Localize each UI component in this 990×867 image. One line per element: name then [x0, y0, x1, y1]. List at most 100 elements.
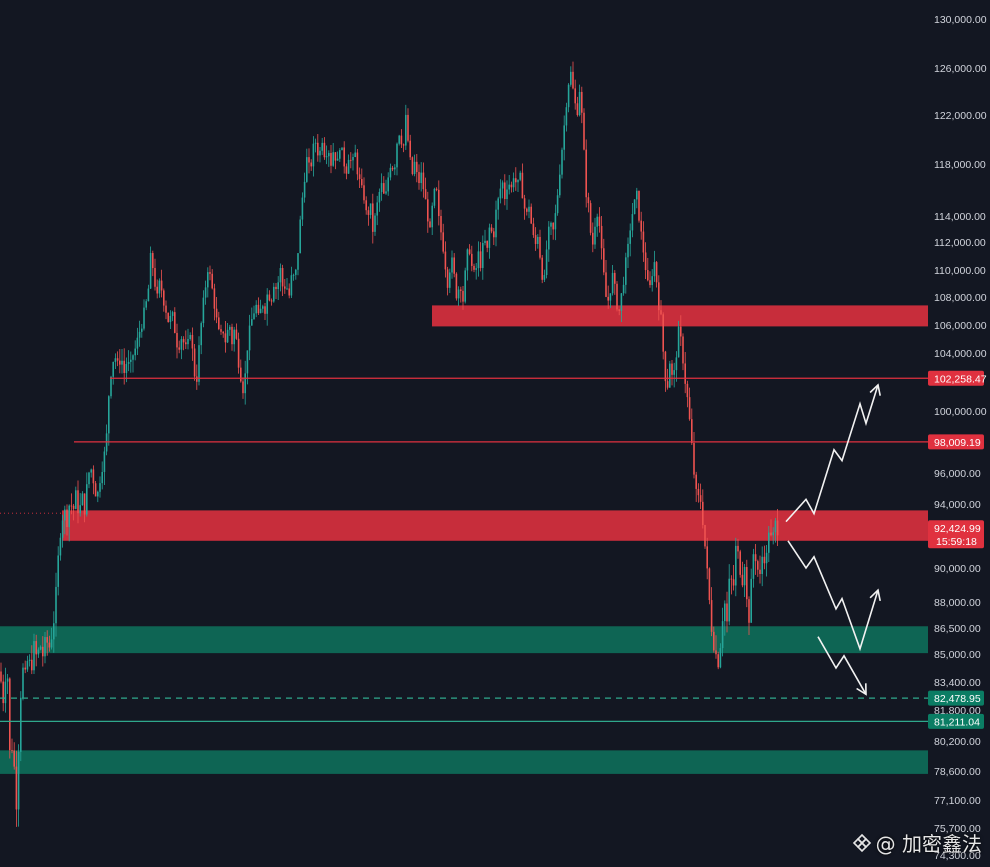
candle-body — [464, 270, 466, 302]
price-axis[interactable]: 130,000.00 126,000.00 122,000.00 118,000.00… — [934, 14, 987, 862]
candle-body — [526, 208, 528, 212]
candle-body — [550, 222, 552, 227]
candle-body — [772, 532, 774, 536]
candle-body — [79, 505, 81, 514]
candle-body — [193, 348, 196, 377]
candle-body — [376, 202, 378, 216]
candle-body — [530, 206, 532, 224]
candle-body — [68, 505, 70, 528]
candle-body — [431, 205, 433, 228]
candle-body — [407, 114, 409, 141]
candle-body — [644, 252, 647, 271]
candle-body — [460, 289, 462, 291]
y-tick-label: 114,000.00 — [934, 211, 986, 223]
candle-body — [763, 556, 766, 564]
candle-body — [517, 179, 519, 183]
candle-body — [587, 197, 590, 204]
candle-body — [66, 509, 68, 528]
candle-body — [154, 268, 156, 287]
candle-body — [484, 240, 486, 244]
candle-body — [64, 509, 66, 521]
candle-body — [92, 469, 95, 484]
candle-body — [411, 157, 414, 174]
candle-body — [317, 142, 319, 156]
y-tick-label: 78,600.00 — [934, 766, 981, 778]
y-tick-label: 100,000.00 — [934, 406, 987, 418]
candle-body — [609, 293, 612, 301]
candle-body — [675, 357, 678, 371]
candle-body — [251, 319, 253, 326]
candle-body — [658, 282, 660, 311]
candle-body — [189, 334, 191, 339]
candle-body — [367, 210, 370, 215]
candle-body — [220, 329, 222, 332]
candle-body — [691, 419, 693, 444]
y-tick-label: 74,300.00 — [934, 850, 981, 862]
candle-body — [81, 493, 84, 506]
candle-body — [169, 315, 172, 323]
candle-body — [37, 649, 40, 655]
candle-body — [732, 579, 735, 586]
candle-body — [422, 172, 425, 190]
candle-body — [17, 751, 20, 810]
candle-body — [334, 152, 337, 161]
candle-body — [229, 326, 231, 330]
candle-body — [268, 294, 271, 301]
candle-body — [739, 551, 741, 575]
candle-body — [713, 631, 715, 651]
candle-body — [182, 339, 185, 343]
candle-body — [523, 198, 526, 209]
candle-body — [462, 290, 464, 302]
candle-body — [77, 490, 79, 514]
price-tag-label: 82,478.95 — [934, 693, 981, 705]
candle-body — [226, 329, 229, 343]
resistance-zone — [432, 305, 928, 327]
candle-body — [191, 334, 194, 349]
candle-body — [279, 268, 282, 283]
candle-body — [592, 232, 594, 245]
candle-body — [761, 556, 763, 574]
candle-body — [235, 329, 238, 339]
candle-body — [554, 213, 557, 230]
candle-body — [372, 203, 374, 232]
candle-body — [26, 660, 29, 670]
candle-body — [99, 483, 101, 492]
candle-body — [413, 161, 416, 174]
candle-body — [354, 152, 356, 158]
candle-body — [332, 152, 334, 166]
candle-body — [75, 490, 77, 509]
candle-body — [567, 84, 570, 108]
candle-body — [625, 257, 627, 285]
candle-body — [532, 223, 535, 236]
candle-body — [614, 272, 616, 284]
candle-body — [374, 215, 376, 232]
candle-body — [600, 225, 603, 249]
candle-body — [636, 190, 638, 200]
candle-body — [88, 472, 90, 485]
candle-body — [682, 336, 684, 364]
candle-body — [598, 216, 601, 226]
candle-body — [642, 231, 645, 253]
candle-body — [563, 125, 565, 150]
candle-body — [543, 275, 546, 280]
candle-body — [103, 451, 106, 473]
candle-body — [259, 308, 262, 314]
candle-body — [420, 172, 422, 184]
y-tick-label: 90,000.00 — [934, 563, 981, 575]
candle-body — [108, 396, 110, 434]
candle-body — [774, 520, 777, 533]
candle-body — [669, 363, 671, 388]
candle-body — [6, 678, 9, 682]
candle-body — [31, 659, 33, 671]
price-tag — [928, 690, 984, 706]
candle-body — [136, 337, 139, 349]
resistance-zone — [62, 510, 928, 541]
candle-body — [607, 296, 609, 301]
price-tag — [928, 370, 984, 386]
candle-body — [495, 209, 497, 238]
y-tick-label: 77,100.00 — [934, 795, 981, 807]
candle-body — [301, 197, 304, 220]
candle-body — [198, 345, 200, 382]
candle-body — [748, 599, 750, 623]
